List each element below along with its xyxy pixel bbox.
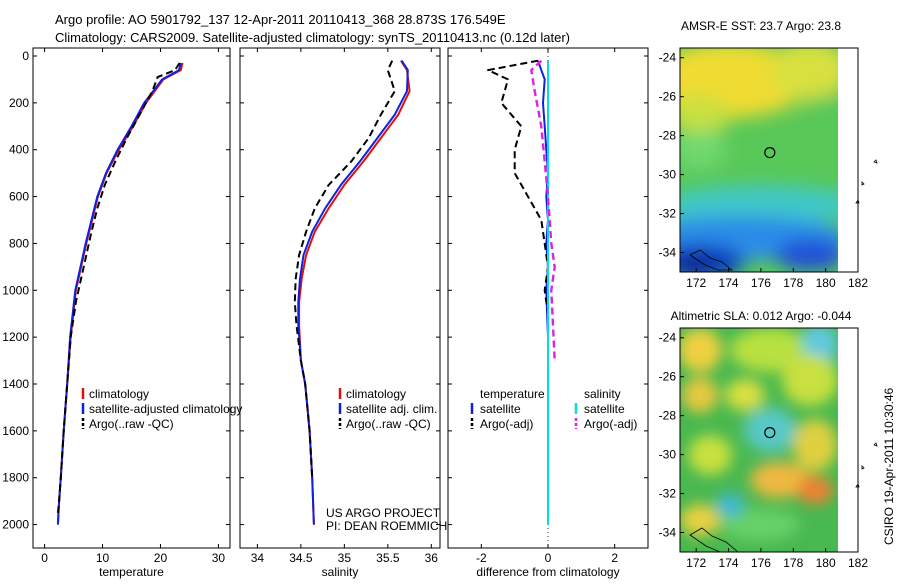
difference-series-temperature-argo-adj-: [487, 59, 549, 314]
temperature-ytick-label: 1200: [2, 330, 29, 344]
sla_map-xtick-label: 182: [848, 556, 868, 570]
salinity-xtick-label: 35: [338, 551, 352, 565]
salinity-legend-label: Argo(..raw -QC): [346, 417, 431, 431]
sla_map-ytick-label: -28: [659, 409, 677, 423]
difference-legend-heading: temperature: [480, 387, 545, 401]
temperature-xtick-label: 10: [96, 551, 110, 565]
temperature-frame: [32, 47, 231, 549]
sla_map-xtick-label: 172: [686, 556, 706, 570]
salinity-xtick-label: 34.5: [289, 551, 313, 565]
sla_map-frame: [679, 327, 859, 553]
difference-xtick-label: 2: [611, 551, 618, 565]
sst_map-ytick-label: -24: [659, 51, 677, 65]
sst_map-ytick-label: -34: [659, 246, 677, 260]
salinity-series-satellite-adj-clim-: [297, 60, 409, 525]
difference-legend-label: Argo(-adj): [480, 417, 533, 431]
project-label: US ARGO PROJECT: [326, 506, 441, 520]
pi-label: PI: DEAN ROEMMICH: [326, 519, 447, 533]
temperature-xtick-label: 20: [154, 551, 168, 565]
temperature-series-argo-raw-qc-: [56, 62, 181, 514]
temperature-ytick-label: 2000: [2, 518, 29, 532]
salinity-frame: [239, 47, 441, 549]
sla_map-argo-marker: [764, 426, 776, 439]
sla_map-xtick-label: 180: [816, 556, 836, 570]
difference-xtick-label: -2: [476, 551, 487, 565]
salinity-xtick-label: 34: [251, 551, 265, 565]
header-line-2: Climatology: CARS2009. Satellite-adjuste…: [55, 30, 570, 45]
difference-legend-label: satellite: [480, 402, 521, 416]
sst_map-argo-marker: [764, 146, 776, 159]
temperature-xlabel: temperature: [99, 565, 164, 579]
sla_map-ytick-label: -34: [659, 526, 677, 540]
sst-map: [680, 48, 838, 272]
salinity-legend-label: climatology: [346, 387, 406, 401]
difference-xlabel: difference from climatology: [476, 565, 619, 579]
sla_map-title: Altimetric SLA: 0.012 Argo: -0.044: [671, 309, 852, 323]
sst_map-xtick-label: 182: [848, 276, 868, 290]
salinity-series-climatology: [298, 60, 411, 525]
temperature-ytick-label: 1000: [2, 283, 29, 297]
sst_map-xtick-label: 172: [686, 276, 706, 290]
difference-legend-heading: salinity: [584, 387, 621, 401]
temperature-xtick-label: 0: [41, 551, 48, 565]
sst_map-ytick-label: -28: [659, 129, 677, 143]
temperature-ytick-label: 1400: [2, 377, 29, 391]
salinity-series-argo-raw-qc-: [293, 60, 396, 478]
sla_map-ytick-label: -26: [659, 370, 677, 384]
temperature-series-climatology: [56, 62, 184, 525]
sla_map-ytick-label: -30: [659, 448, 677, 462]
sst_map-ytick-label: -30: [659, 168, 677, 182]
salinity-xlabel: salinity: [322, 565, 359, 579]
temperature-ytick-label: 400: [9, 143, 29, 157]
difference-legend-label: satellite: [584, 402, 625, 416]
difference-series-temperature-satellite: [537, 60, 549, 525]
difference-xtick-label: 0: [545, 551, 552, 565]
salinity-xtick-label: 36: [425, 551, 439, 565]
temperature-ytick-label: 600: [9, 190, 29, 204]
temperature-legend-label: Argo(..raw -QC): [89, 417, 174, 431]
sst_map-ytick-label: -32: [659, 207, 677, 221]
sst_map-title: AMSR-E SST: 23.7 Argo: 23.8: [681, 19, 841, 33]
temperature-ytick-label: 1800: [2, 471, 29, 485]
difference-legend-label: Argo(-adj): [584, 417, 637, 431]
temperature-ytick-label: 1600: [2, 424, 29, 438]
sst_map-xtick-label: 174: [719, 276, 739, 290]
chart-marks: 0 10 20 30020040060080010001200140016001800…: [2, 19, 868, 579]
temperature-ytick-label: 800: [9, 236, 29, 250]
sst_map-xtick-label: 180: [816, 276, 836, 290]
salinity-xtick-label: 35.5: [376, 551, 400, 565]
difference-series-salinity-argo-adj-: [530, 59, 556, 361]
temperature-series-satellite-adjusted-climatology: [56, 62, 182, 525]
header-line-1: Argo profile: AO 5901792_137 12-Apr-2011…: [55, 12, 506, 27]
temperature-ytick-label: 0: [22, 49, 29, 63]
sla_map-xtick-label: 174: [719, 556, 739, 570]
sst_map-ytick-label: -26: [659, 90, 677, 104]
temperature-xtick-label: 30: [212, 551, 226, 565]
sla_map-xtick-label: 176: [751, 556, 771, 570]
sla_map-ytick-label: -24: [659, 331, 677, 345]
temperature-ytick-label: 200: [9, 96, 29, 110]
sst_map-xtick-label: 178: [783, 276, 803, 290]
temperature-legend-label: climatology: [89, 387, 149, 401]
sst_map-frame: [679, 47, 859, 273]
sla_map-xtick-label: 178: [783, 556, 803, 570]
salinity-legend-label: satellite adj. clim.: [346, 402, 437, 416]
sla-map: [680, 328, 838, 552]
temperature-legend-label: satellite-adjusted climatology: [89, 402, 242, 416]
timestamp-label: CSIRO 19-Apr-2011 10:30:46: [882, 387, 896, 545]
sst_map-xtick-label: 176: [751, 276, 771, 290]
sla_map-ytick-label: -32: [659, 487, 677, 501]
